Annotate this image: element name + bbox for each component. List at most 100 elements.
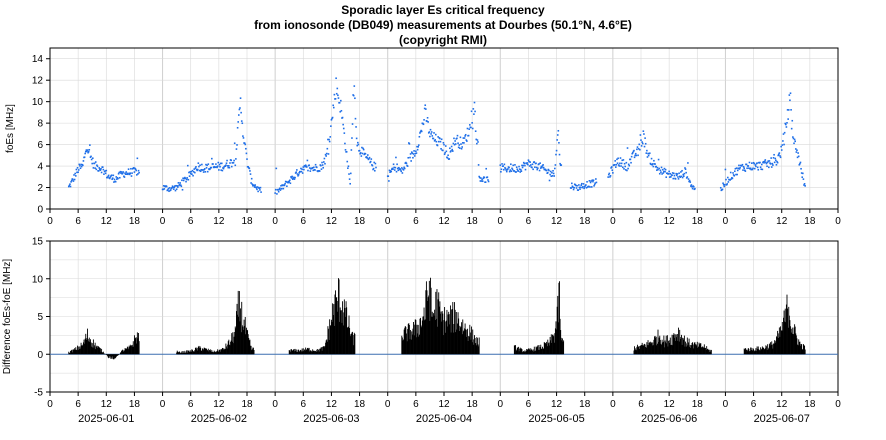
y-axis-label: Difference foEs-foE [MHz] [2, 259, 13, 375]
foes-point [254, 184, 257, 186]
foes-point [437, 136, 439, 138]
foes-point [330, 125, 332, 127]
foes-point [327, 138, 329, 141]
foes-point [361, 146, 363, 149]
foes-point [193, 168, 196, 170]
foes-point [554, 164, 557, 166]
x-tick-label: 0 [498, 399, 504, 410]
foes-point [117, 172, 120, 175]
foes-point [72, 180, 75, 182]
foes-point [188, 171, 190, 174]
foes-point [582, 183, 585, 185]
foes-point [593, 183, 596, 186]
foes-point [79, 165, 81, 167]
foes-point [181, 188, 184, 191]
foes-point [789, 99, 791, 102]
foes-point [225, 162, 228, 165]
foes-point [791, 119, 794, 122]
x-axis: 0 6 12 18 0 6 12 18 0 6 12 18 0 6 12 18 0 6 12 18 0 6 12 18 0 6 12… [47, 209, 841, 227]
foes-point [592, 180, 594, 183]
foes-point [204, 171, 207, 173]
foes-point [344, 149, 347, 151]
foes-point [212, 163, 214, 165]
foes-point [548, 179, 551, 182]
foes-point [127, 168, 130, 170]
x-tick-label: 0 [385, 399, 391, 410]
foes-point [314, 163, 317, 166]
foes-point [552, 172, 555, 175]
foes-point [645, 152, 648, 154]
y-tick-label: 5 [37, 312, 43, 323]
foes-point [311, 167, 314, 169]
foes-point [542, 166, 545, 169]
foes-point [405, 162, 408, 165]
foes-point [466, 140, 468, 142]
foes-point [138, 171, 140, 174]
foes-point [542, 164, 544, 166]
x-tick-label: 12 [776, 399, 788, 410]
foes-point [743, 169, 746, 172]
foes-point [303, 168, 305, 171]
foes-point [630, 155, 633, 158]
foes-point [453, 143, 456, 146]
foes-point [90, 158, 93, 161]
foes-point [295, 171, 298, 173]
foes-point [571, 185, 574, 188]
foes-point [610, 166, 613, 168]
foes-point [334, 98, 337, 100]
foes-point [634, 152, 637, 155]
foes-point [453, 137, 455, 140]
foes-point [296, 173, 299, 175]
foes-point [434, 133, 437, 136]
foes-point [293, 176, 295, 179]
foes-point [422, 123, 425, 126]
foes-point [467, 134, 470, 137]
x-tick-label: 12 [664, 216, 676, 227]
foes-point [460, 147, 463, 150]
foes-point [794, 140, 796, 143]
foes-point [86, 150, 88, 153]
foes-point [168, 187, 171, 189]
foes-point [623, 168, 625, 170]
foes-point [668, 170, 670, 173]
foes-point [433, 140, 436, 142]
foes-point [529, 164, 532, 166]
foes-point [202, 171, 205, 173]
foes-point [306, 159, 309, 162]
y-tick-label: 4 [37, 162, 43, 173]
foes-point [392, 163, 395, 166]
foes-point [121, 172, 124, 175]
foes-point [772, 164, 774, 166]
foes-point [544, 168, 547, 171]
foes-point [800, 172, 803, 174]
foes-point [664, 170, 666, 173]
y-tick-label: 6 [37, 140, 43, 151]
foes-point [450, 150, 452, 152]
foes-point [289, 182, 292, 185]
foes-point [294, 172, 297, 174]
foes-point [592, 179, 595, 182]
foes-point [248, 167, 251, 170]
foes-point [280, 184, 282, 187]
foes-point [217, 161, 220, 164]
foes-point [656, 169, 658, 171]
grid [49, 48, 839, 210]
foes-point [691, 187, 694, 190]
foes-point [672, 177, 675, 180]
foes-point [115, 176, 118, 178]
foes-point [211, 157, 213, 160]
foes-point [654, 163, 656, 165]
foes-point [72, 178, 74, 181]
foes-point [786, 109, 789, 111]
foes-point [735, 167, 738, 169]
foes-point [225, 164, 227, 167]
foes-point [442, 149, 444, 152]
foes-point [630, 161, 632, 164]
foes-point [116, 178, 118, 180]
foes-point [395, 170, 398, 173]
foes-point [662, 172, 665, 174]
foes-point [767, 160, 770, 162]
foes-point [513, 170, 516, 172]
foes-point [663, 167, 666, 170]
foes-point [457, 146, 460, 149]
